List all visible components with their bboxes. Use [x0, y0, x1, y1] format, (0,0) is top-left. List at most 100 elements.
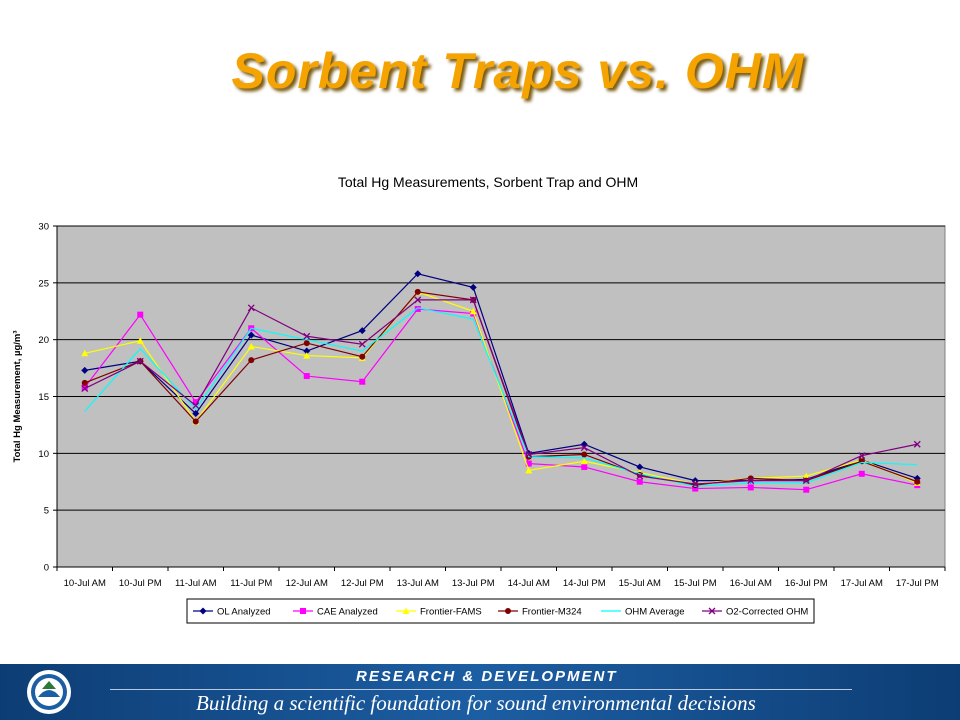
- data-point-cae-analyzed: [858, 470, 865, 477]
- x-tick-label: 12-Jul AM: [286, 578, 328, 589]
- data-point-ol-analyzed: [636, 463, 644, 471]
- data-point-ol-analyzed: [414, 270, 422, 278]
- footer-banner: RESEARCH & DEVELOPMENT Building a scient…: [0, 664, 960, 720]
- data-point-frontier-m324: [414, 288, 421, 295]
- data-point-cae-analyzed: [137, 311, 144, 318]
- legend-label-cae-analyzed: CAE Analyzed: [317, 607, 378, 618]
- x-tick-label: 14-Jul AM: [508, 578, 550, 589]
- data-point-o2-corrected-ohm: [192, 402, 200, 410]
- hg-line-chart: Total Hg Measurements, Sorbent Trap and …: [12, 174, 946, 624]
- y-axis-label: Total Hg Measurement, µg/m³: [12, 331, 23, 463]
- data-point-o2-corrected-ohm: [136, 357, 144, 365]
- x-tick-label: 10-Jul AM: [64, 578, 106, 589]
- legend-label-ol-analyzed: OL Analyzed: [217, 607, 271, 618]
- data-point-ol-analyzed: [247, 331, 255, 339]
- x-tick-label: 17-Jul AM: [841, 578, 883, 589]
- data-point-o2-corrected-ohm: [469, 296, 477, 304]
- legend-label-o2-corrected-ohm: O2-Corrected OHM: [726, 607, 808, 618]
- data-point-ol-analyzed: [192, 410, 200, 418]
- data-point-frontier-fams: [469, 307, 477, 315]
- x-tick-label: 15-Jul PM: [674, 578, 717, 589]
- legend-marker-frontier-fams: [402, 607, 410, 614]
- data-point-frontier-m324: [192, 418, 199, 425]
- x-tick-label: 13-Jul PM: [452, 578, 495, 589]
- data-point-frontier-fams: [525, 466, 533, 474]
- data-point-o2-corrected-ohm: [691, 480, 699, 488]
- x-tick-label: 16-Jul AM: [730, 578, 772, 589]
- x-tick-label: 11-Jul PM: [230, 578, 272, 589]
- data-point-frontier-fams: [247, 342, 255, 350]
- data-point-o2-corrected-ohm: [636, 472, 644, 480]
- data-point-frontier-m324: [81, 379, 88, 386]
- data-point-o2-corrected-ohm: [247, 304, 255, 312]
- legend-label-ohm-average: OHM Average: [625, 607, 685, 618]
- data-point-o2-corrected-ohm: [303, 332, 311, 340]
- legend-marker-frontier-m324: [505, 608, 511, 614]
- data-point-frontier-fams: [802, 472, 810, 480]
- x-tick-label: 17-Jul PM: [896, 578, 939, 589]
- data-point-frontier-fams: [136, 337, 144, 344]
- data-point-cae-analyzed: [303, 373, 310, 380]
- data-point-cae-analyzed: [359, 378, 366, 385]
- x-tick-label: 12-Jul PM: [341, 578, 384, 589]
- y-tick-label: 10: [38, 449, 49, 460]
- y-tick-label: 5: [44, 506, 49, 517]
- x-tick-label: 10-Jul PM: [119, 578, 162, 589]
- data-point-cae-analyzed: [747, 484, 754, 491]
- y-tick-label: 30: [38, 222, 49, 233]
- data-point-cae-analyzed: [192, 399, 199, 406]
- data-point-ol-analyzed: [81, 366, 89, 374]
- footer-heading: RESEARCH & DEVELOPMENT: [356, 668, 618, 685]
- y-tick-label: 20: [38, 335, 49, 346]
- series-line-o2-corrected-ohm: [84, 299, 918, 485]
- data-point-cae-analyzed: [525, 460, 532, 467]
- data-point-o2-corrected-ohm: [525, 451, 533, 458]
- data-point-cae-analyzed: [81, 384, 88, 391]
- data-point-cae-analyzed: [414, 305, 421, 312]
- data-point-ol-analyzed: [303, 347, 311, 355]
- data-point-frontier-m324: [359, 353, 366, 360]
- footer-tagline: Building a scientific foundation for sou…: [196, 691, 756, 715]
- data-point-o2-corrected-ohm: [802, 477, 810, 485]
- data-point-o2-corrected-ohm: [913, 440, 921, 448]
- data-point-cae-analyzed: [636, 478, 643, 485]
- legend-marker-o2-corrected-ohm: [708, 607, 716, 615]
- data-point-o2-corrected-ohm: [81, 385, 89, 393]
- x-tick-label: 16-Jul PM: [785, 578, 828, 589]
- data-point-o2-corrected-ohm: [414, 296, 422, 304]
- data-point-o2-corrected-ohm: [358, 340, 366, 348]
- epa-seal-icon: [27, 670, 71, 714]
- data-point-cae-analyzed: [692, 485, 699, 492]
- data-point-o2-corrected-ohm: [580, 444, 588, 452]
- legend-label-frontier-fams: Frontier-FAMS: [420, 607, 482, 618]
- y-tick-label: 0: [44, 563, 49, 574]
- data-point-frontier-fams: [580, 457, 588, 465]
- data-point-frontier-m324: [581, 451, 588, 458]
- data-point-cae-analyzed: [803, 486, 810, 493]
- data-point-frontier-fams: [303, 352, 311, 359]
- y-tick-label: 15: [38, 392, 49, 403]
- data-point-ol-analyzed: [469, 283, 477, 291]
- x-tick-label: 14-Jul PM: [563, 578, 606, 589]
- data-point-o2-corrected-ohm: [747, 477, 755, 485]
- legend-marker-cae-analyzed: [300, 608, 306, 614]
- x-tick-label: 15-Jul AM: [619, 578, 661, 589]
- x-tick-label: 13-Jul AM: [397, 578, 439, 589]
- slide-title: Sorbent Traps vs. OHM: [231, 43, 805, 99]
- data-point-frontier-m324: [303, 340, 310, 347]
- chart-title: Total Hg Measurements, Sorbent Trap and …: [338, 174, 638, 190]
- series-line-frontier-fams: [84, 291, 918, 485]
- data-point-ol-analyzed: [358, 327, 366, 335]
- footer-divider: [110, 689, 852, 690]
- legend-label-frontier-m324: Frontier-M324: [522, 607, 582, 618]
- series-line-ohm-average: [84, 307, 918, 487]
- data-point-frontier-fams: [81, 349, 89, 357]
- data-point-o2-corrected-ohm: [858, 452, 866, 460]
- data-point-frontier-m324: [692, 482, 699, 489]
- data-point-cae-analyzed: [581, 463, 588, 470]
- data-point-frontier-m324: [248, 357, 255, 364]
- x-tick-label: 11-Jul AM: [175, 578, 217, 589]
- y-tick-label: 25: [38, 278, 49, 289]
- legend-marker-ol-analyzed: [199, 607, 207, 615]
- data-point-frontier-m324: [914, 478, 921, 485]
